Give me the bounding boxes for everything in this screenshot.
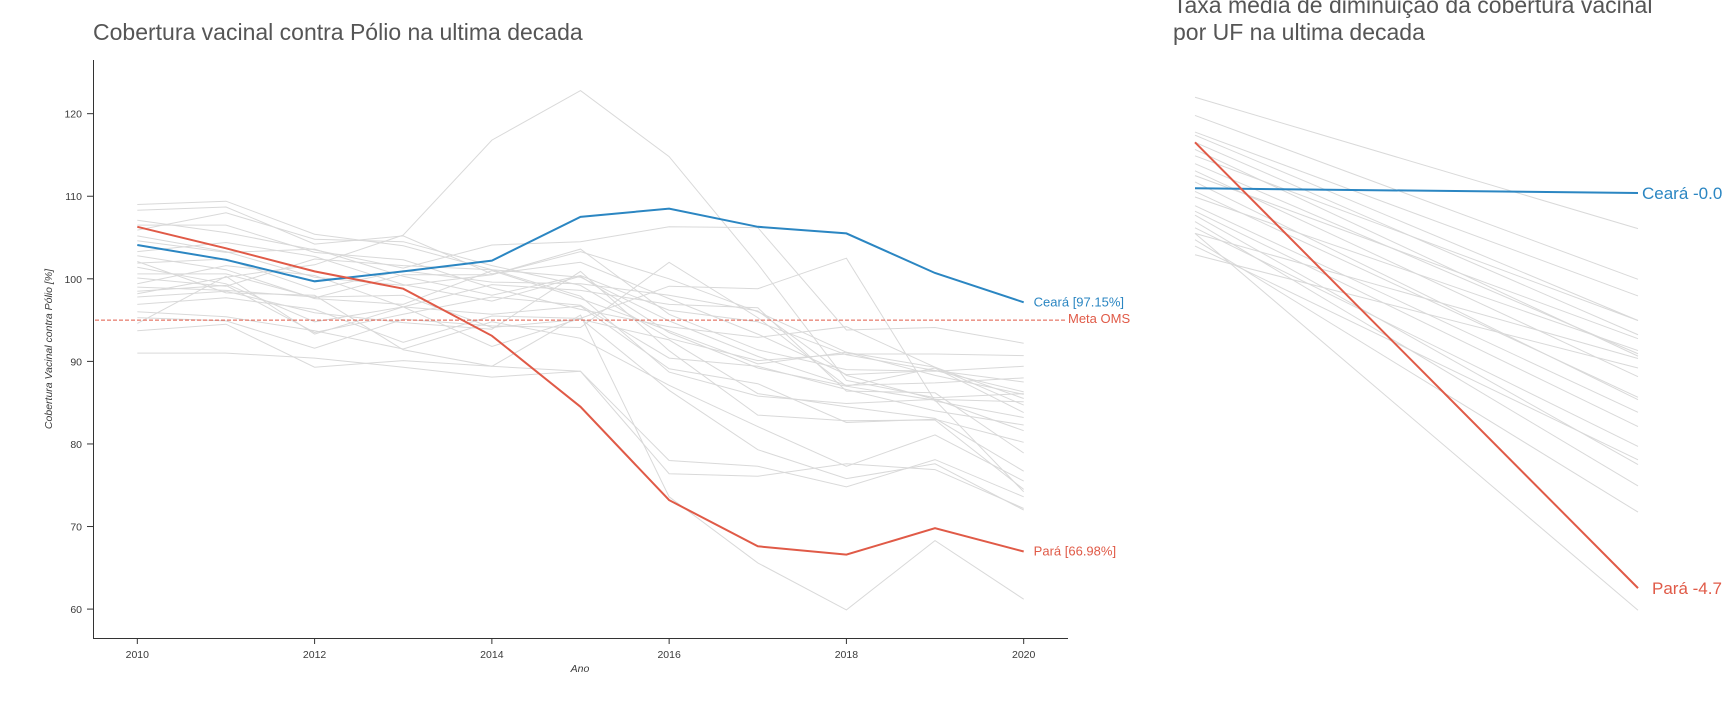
background-series-line: [137, 266, 1024, 454]
background-slope-line: [1194, 254, 1639, 369]
background-slope-line: [1194, 96, 1639, 230]
background-series-line: [137, 212, 1024, 362]
background-series-line: [137, 248, 1024, 372]
background-slope-line: [1194, 181, 1639, 401]
decline-rate-slope-chart: Taxa média de diminuição da cobertura va…: [1173, 0, 1722, 611]
background-series-line: [137, 257, 1024, 418]
left-chart-title: Cobertura vacinal contra Pólio na ultima…: [93, 19, 583, 45]
background-series-line: [137, 219, 1024, 344]
background-slope-line: [1194, 155, 1639, 321]
background-slope-line: [1194, 210, 1639, 428]
y-tick-label: 60: [70, 604, 82, 616]
meta-oms-label: Meta OMS: [1068, 311, 1130, 326]
background-slope-line: [1194, 227, 1639, 447]
background-slope-line: [1194, 196, 1639, 352]
background-slope-line: [1194, 245, 1639, 461]
y-tick-label: 120: [64, 109, 82, 121]
background-slope-line: [1194, 163, 1639, 355]
background-series-line: [137, 255, 1024, 395]
x-axis-label: Ano: [570, 663, 590, 675]
background-series-line: [137, 311, 1024, 482]
coverage-line-chart: Cobertura vacinal contra Pólio na ultima…: [43, 19, 1130, 675]
slope-end-label: Ceará -0.0: [1642, 184, 1722, 203]
y-axis-label: Cobertura Vacinal contra Pólio [%]: [43, 268, 55, 429]
background-series-line: [137, 352, 1024, 509]
x-tick-label: 2014: [480, 649, 504, 661]
slope-end-label: Pará -4.7: [1652, 579, 1722, 598]
x-tick-label: 2020: [1012, 649, 1036, 661]
background-series-line: [137, 241, 1024, 414]
x-tick-label: 2018: [835, 649, 859, 661]
background-series-line: [137, 265, 1024, 443]
background-series-line: [137, 261, 1025, 493]
background-series-line: [137, 206, 1024, 393]
series-end-label: Pará [66.98%]: [1034, 543, 1116, 558]
background-series-line: [137, 200, 1024, 386]
series-line-par: [137, 225, 1024, 556]
x-ticks: 2010 2012 2014 2016 2018 2020: [126, 638, 1036, 661]
y-ticks: 60 70 80 90 100 110 120: [64, 109, 93, 616]
background-series-line: [137, 90, 1024, 399]
x-tick-label: 2012: [303, 649, 327, 661]
y-tick-label: 80: [70, 439, 82, 451]
x-tick-label: 2010: [126, 649, 150, 661]
background-slope-line: [1194, 214, 1639, 466]
y-tick-label: 110: [65, 191, 82, 203]
y-tick-label: 100: [64, 274, 82, 286]
right-chart-title-line-2: por UF na ultima decada: [1173, 19, 1425, 45]
background-slope-line: [1194, 205, 1639, 413]
background-series-line: [137, 224, 1024, 406]
background-slope-line: [1194, 190, 1639, 398]
slope-line-par: [1194, 141, 1639, 589]
series-line-cear: [137, 207, 1025, 304]
background-slope-line: [1194, 131, 1639, 297]
background-series-group: [1194, 96, 1639, 611]
series-end-label: Ceará [97.15%]: [1034, 294, 1124, 309]
x-tick-label: 2016: [657, 649, 681, 661]
background-series-line: [137, 284, 1024, 426]
background-slope-line: [1194, 233, 1639, 611]
background-slope-line: [1194, 232, 1639, 359]
background-slope-line: [1194, 175, 1639, 340]
background-series-line: [137, 270, 1025, 490]
highlight-series-group: Ceará -0.0 Pará -4.7: [1194, 141, 1722, 598]
y-tick-label: 70: [70, 522, 82, 534]
right-chart-title-line-1: Taxa média de diminuição da cobertura va…: [1173, 0, 1652, 18]
background-slope-line: [1194, 221, 1639, 487]
background-series-line: [137, 258, 1024, 405]
y-tick-label: 90: [70, 356, 82, 368]
background-slope-line: [1194, 134, 1639, 321]
background-slope-line: [1194, 114, 1639, 280]
background-slope-line: [1194, 239, 1639, 513]
background-series-line: [137, 261, 1024, 611]
highlight-series-group: Ceará [97.15%] Pará [66.98%]: [137, 207, 1124, 558]
slope-line-cear: [1194, 187, 1639, 195]
background-series-group: [137, 90, 1025, 611]
background-series-line: [137, 258, 1024, 432]
